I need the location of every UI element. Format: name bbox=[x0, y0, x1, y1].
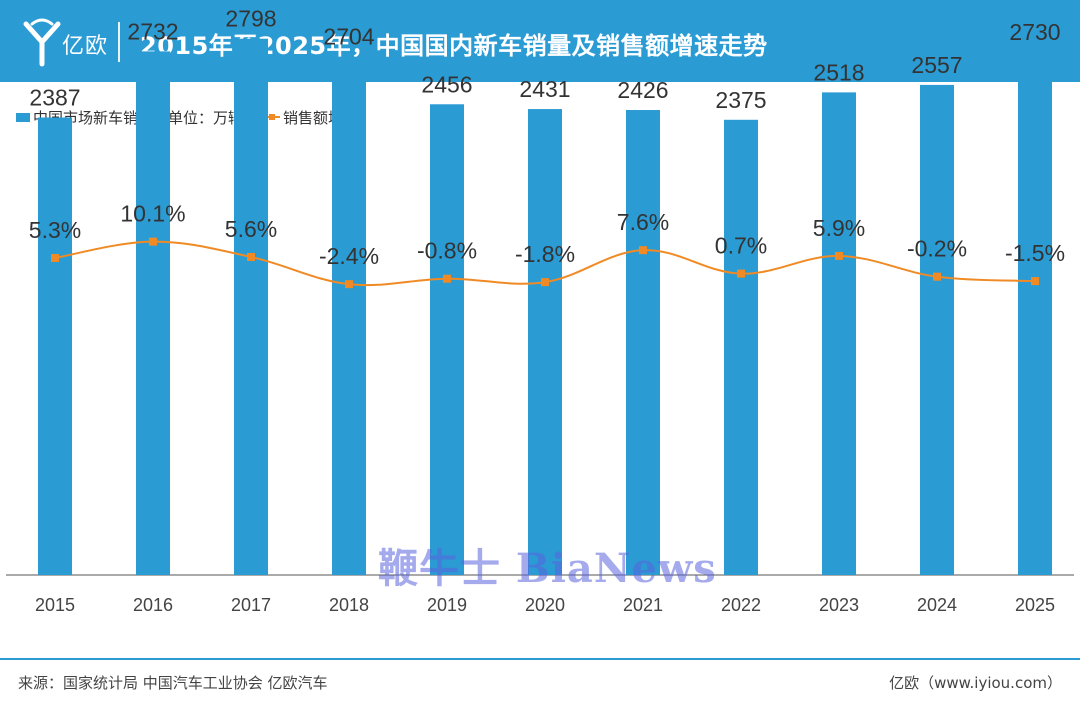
x-tick-label-2015: 2015 bbox=[35, 595, 75, 615]
bar-label-2016: 2732 bbox=[127, 18, 178, 44]
line-label-2025: -1.5% bbox=[1005, 240, 1065, 266]
line-marker-2016 bbox=[149, 237, 157, 246]
line-label-2022: 0.7% bbox=[715, 233, 767, 259]
footer-rule bbox=[0, 658, 1080, 660]
bar-2019 bbox=[430, 104, 464, 576]
bar-2016 bbox=[136, 51, 170, 576]
line-marker-2017 bbox=[247, 252, 255, 261]
line-label-2015: 5.3% bbox=[29, 217, 81, 243]
bar-label-2025: 2730 bbox=[1009, 19, 1060, 45]
legend-line-swatch bbox=[264, 111, 281, 123]
bar-label-2019: 2456 bbox=[421, 71, 472, 97]
x-tick-label-2024: 2024 bbox=[917, 595, 957, 615]
line-label-2023: 5.9% bbox=[813, 215, 865, 241]
line-marker-2021 bbox=[639, 246, 647, 255]
bar-2023 bbox=[822, 92, 856, 575]
footer-source: 来源：国家统计局 中国汽车工业协会 亿欧汽车 bbox=[18, 674, 328, 692]
x-tick-label-2022: 2022 bbox=[721, 595, 761, 615]
yiou-logo-icon bbox=[23, 18, 61, 67]
line-label-2016: 10.1% bbox=[120, 201, 185, 227]
line-label-2021: 7.6% bbox=[617, 209, 669, 235]
footer-site: 亿欧（www.iyiou.com） bbox=[889, 674, 1062, 692]
bar-2025 bbox=[1018, 51, 1052, 575]
bar-label-2018: 2704 bbox=[323, 24, 374, 50]
x-tick-label-2025: 2025 bbox=[1015, 595, 1055, 615]
line-marker-2023 bbox=[835, 251, 843, 260]
bar-2015 bbox=[38, 117, 72, 575]
line-label-2019: -0.8% bbox=[417, 238, 477, 264]
line-marker-2025 bbox=[1031, 277, 1039, 286]
bar-label-2023: 2518 bbox=[813, 59, 864, 85]
line-label-2018: -2.4% bbox=[319, 243, 379, 269]
watermark: 鞭牛士 BiaNews bbox=[378, 545, 717, 592]
bar-label-2021: 2426 bbox=[617, 77, 668, 103]
bar-label-2015: 2387 bbox=[29, 84, 80, 110]
bar-2017 bbox=[234, 38, 268, 575]
x-tick-label-2023: 2023 bbox=[819, 595, 859, 615]
x-tick-label-2017: 2017 bbox=[231, 595, 271, 615]
line-marker-2019 bbox=[443, 274, 451, 283]
bar-2021 bbox=[626, 110, 660, 576]
x-tick-label-2020: 2020 bbox=[525, 595, 565, 615]
bar-2022 bbox=[724, 119, 758, 576]
line-marker-2022 bbox=[737, 269, 745, 278]
x-tick-label-2016: 2016 bbox=[133, 595, 173, 615]
line-label-2017: 5.6% bbox=[225, 216, 277, 242]
header-divider bbox=[118, 22, 120, 62]
bar-label-2017: 2798 bbox=[225, 6, 276, 32]
legend-bar-swatch bbox=[16, 112, 30, 122]
bar-2020 bbox=[528, 109, 562, 575]
line-marker-2018 bbox=[345, 280, 353, 289]
x-tick-label-2021: 2021 bbox=[623, 595, 663, 615]
bar-label-2024: 2557 bbox=[911, 52, 962, 78]
bar-label-2020: 2431 bbox=[519, 76, 570, 102]
line-marker-2015 bbox=[51, 253, 59, 262]
line-marker-2020 bbox=[541, 278, 549, 287]
x-tick-label-2019: 2019 bbox=[427, 595, 467, 615]
bar-2018 bbox=[332, 56, 366, 575]
bar-label-2022: 2375 bbox=[715, 87, 766, 113]
bar-2024 bbox=[920, 84, 954, 576]
logo-text: 亿欧 bbox=[62, 34, 109, 59]
line-marker-2024 bbox=[933, 272, 941, 281]
line-label-2020: -1.8% bbox=[515, 241, 575, 267]
x-tick-label-2018: 2018 bbox=[329, 595, 369, 615]
line-label-2024: -0.2% bbox=[907, 236, 967, 262]
